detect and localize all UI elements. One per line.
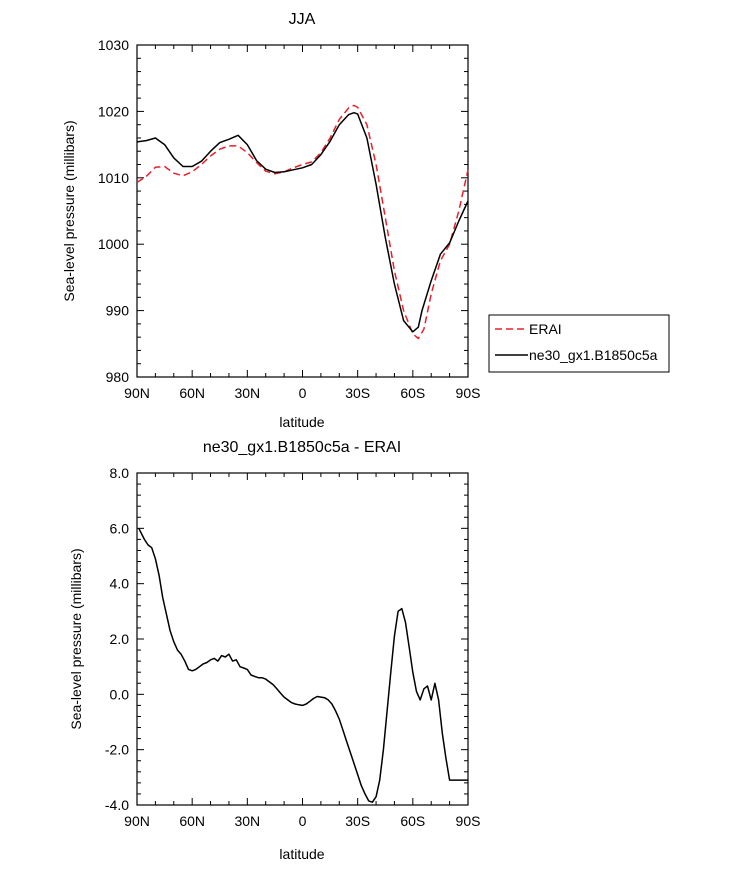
bottom-ytick-label: 0.0 [110, 686, 130, 702]
top-ytick-label: 1000 [98, 236, 129, 252]
bottom-ytick-label: 8.0 [110, 465, 130, 481]
bottom-ytick-label: 4.0 [110, 576, 130, 592]
bottom-xtick-label: 90S [456, 813, 481, 829]
bottom-xtick-label: 30N [234, 813, 260, 829]
legend-model-label: ne30_gx1.B1850c5a [529, 347, 658, 363]
top-chart-series [136, 104, 469, 340]
top-ytick-label: 990 [106, 303, 130, 319]
top-chart-ylabel: Sea-level pressure (millibars) [61, 120, 77, 301]
bottom-chart-xlabel: latitude [279, 846, 324, 862]
bottom-chart-ticks: 90N 60N 30N 0 30S 60S 90S -4.0 -2.0 0.0 2.0 4.0 6.0 8… [105, 465, 481, 829]
bottom-series-difference [138, 527, 468, 803]
bottom-ytick-label: 6.0 [110, 520, 130, 536]
bottom-chart-series [138, 527, 468, 803]
top-xtick-label: 30N [234, 385, 260, 401]
legend-erai-label: ERAI [529, 321, 562, 337]
bottom-ytick-label: 2.0 [110, 631, 130, 647]
top-xtick-label: 0 [299, 385, 307, 401]
bottom-xtick-label: 0 [299, 813, 307, 829]
bottom-xtick-label: 60S [400, 813, 425, 829]
top-xtick-label: 60S [400, 385, 425, 401]
top-ytick-label: 1010 [98, 170, 129, 186]
top-xtick-label: 90N [124, 385, 150, 401]
top-chart-xlabel: latitude [279, 414, 324, 430]
bottom-chart-title: ne30_gx1.B1850c5a - ERAI [203, 439, 401, 456]
bottom-xtick-label: 30S [345, 813, 370, 829]
bottom-xtick-label: 90N [124, 813, 150, 829]
top-xtick-label: 90S [456, 385, 481, 401]
top-xtick-label: 60N [179, 385, 205, 401]
top-series-ne30-gx1-b1850c5a [136, 111, 469, 333]
top-chart-ticks: 90N 60N 30N 0 30S 60S 90S 980 990 1000 1010 1020 103… [98, 37, 481, 401]
top-ytick-label: 1020 [98, 103, 129, 119]
legend: ERAI ne30_gx1.B1850c5a [488, 314, 670, 373]
top-chart-title: JJA [289, 11, 316, 28]
legend-box [488, 314, 670, 373]
top-ytick-label: 1030 [98, 37, 129, 53]
bottom-chart-panel: ne30_gx1.B1850c5a - ERAI 90N 60N 30N 0 30S 60… [68, 439, 480, 862]
bottom-ytick-label: -4.0 [105, 797, 129, 813]
top-chart-panel: JJA 90N 60N 30N 0 30S 60S 90S 980 990 1000 1010 102… [61, 11, 670, 430]
bottom-ytick-label: -2.0 [105, 742, 129, 758]
top-series-erai [136, 104, 469, 340]
bottom-chart-frame [136, 472, 469, 806]
top-xtick-label: 30S [345, 385, 370, 401]
bottom-chart-ylabel: Sea-level pressure (millibars) [68, 548, 84, 729]
bottom-xtick-label: 60N [179, 813, 205, 829]
top-ytick-label: 980 [106, 369, 130, 385]
